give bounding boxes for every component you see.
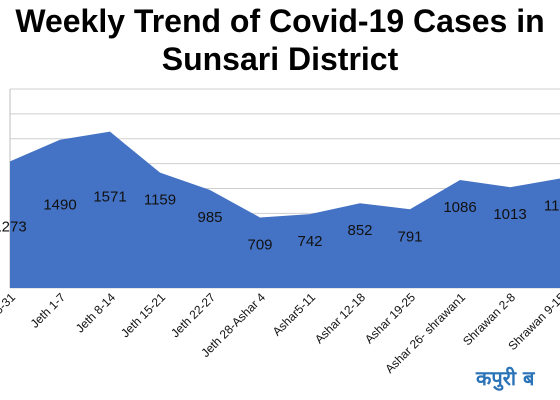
data-labels: 1273 1490 1571 1159 985 709 742 852 791 1086 1013 1…	[0, 189, 560, 254]
data-label: 1490	[43, 197, 76, 214]
chart-title-line-1: Weekly Trend of Covid-19 Cases in	[15, 3, 545, 39]
x-tick-label: Jeth 8-14	[73, 290, 119, 336]
x-tick-label: Jeth 1-7	[28, 290, 69, 331]
data-label: 1013	[493, 206, 526, 223]
data-label: 1100	[544, 198, 560, 215]
x-tick-label: Ashar 12-18	[312, 290, 368, 346]
chart-title-line-2: Sunsari District	[161, 41, 399, 77]
data-label: 985	[197, 209, 222, 226]
data-label: 709	[247, 236, 272, 253]
series-area	[10, 131, 560, 288]
data-label: 1571	[93, 189, 126, 206]
data-label: 1159	[144, 192, 176, 209]
chart-title: Weekly Trend of Covid-19 Cases in Sunsar…	[0, 2, 560, 78]
x-tick-label: Jeth 15-21	[118, 290, 168, 340]
data-label: 852	[347, 222, 372, 239]
watermark-logo: कपुरी ब	[476, 366, 535, 390]
x-tick-label: Jeth 22-27	[168, 290, 218, 340]
data-label: 791	[397, 228, 422, 245]
x-tick-label: Jestha 25-31	[0, 290, 18, 349]
data-label: 1273	[0, 218, 27, 235]
data-label: 742	[297, 233, 322, 250]
data-label: 1086	[443, 199, 476, 216]
x-tick-label: Ashar5-11	[270, 290, 319, 339]
